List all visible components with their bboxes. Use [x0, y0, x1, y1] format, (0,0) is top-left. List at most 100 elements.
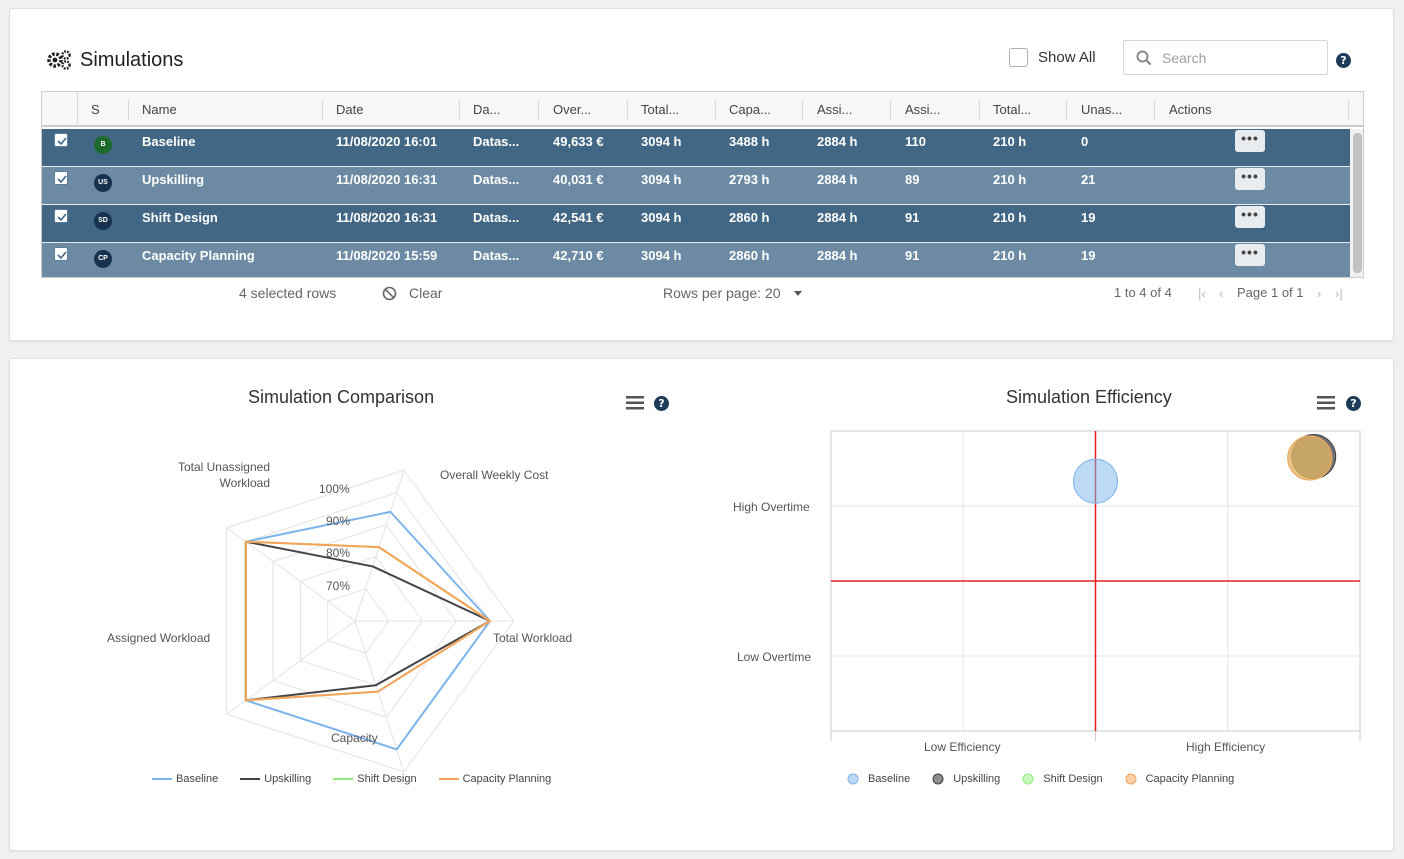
- radar-axis-line: [226, 620, 356, 715]
- bubble-x-label: High Efficiency: [1186, 740, 1266, 754]
- radar-legend: Baseline Upskilling Shift Design Capacit…: [152, 773, 573, 785]
- cell-overall: 40,031 €: [553, 172, 604, 187]
- legend-item-shift-design[interactable]: Shift Design: [333, 773, 417, 785]
- show-all-checkbox[interactable]: [1009, 48, 1028, 67]
- avatar: B: [94, 136, 112, 154]
- column-header[interactable]: Date: [336, 102, 364, 117]
- legend-circle-icon: [932, 773, 944, 785]
- table-row[interactable]: SD Shift Design 11/08/2020 16:31 Datas..…: [42, 205, 1350, 243]
- legend-item-shift-design[interactable]: Shift Design: [1022, 773, 1103, 785]
- radar-gridline: [327, 588, 390, 654]
- row-actions-button[interactable]: •••: [1235, 244, 1265, 266]
- row-actions-button[interactable]: •••: [1235, 206, 1265, 228]
- radar-axis-line: [354, 620, 405, 773]
- cell-date: 11/08/2020 15:59: [336, 248, 438, 263]
- scrollbar-thumb[interactable]: [1353, 133, 1362, 273]
- radar-axis-label: Total Workload: [493, 631, 573, 645]
- column-header[interactable]: Assi...: [817, 102, 853, 117]
- table-row[interactable]: B Baseline 11/08/2020 16:01 Datas... 49,…: [42, 129, 1350, 167]
- cell-overall: 42,541 €: [553, 210, 604, 225]
- search-box[interactable]: [1123, 40, 1328, 75]
- cell-unassigned: 19: [1081, 248, 1096, 263]
- last-page-icon[interactable]: ›|: [1335, 286, 1343, 301]
- page-range: 1 to 4 of 4: [1114, 285, 1172, 300]
- column-header[interactable]: Over...: [553, 102, 592, 117]
- row-checkbox[interactable]: [54, 209, 68, 223]
- clear-icon: [382, 286, 397, 300]
- avatar: US: [94, 174, 112, 192]
- cell-name: Baseline: [142, 134, 196, 149]
- table-row[interactable]: CP Capacity Planning 11/08/2020 15:59 Da…: [42, 243, 1350, 277]
- legend-item-baseline[interactable]: Baseline: [152, 773, 218, 785]
- column-header[interactable]: Assi...: [905, 102, 941, 117]
- cell-assigned-2: 91: [905, 210, 920, 225]
- row-actions-button[interactable]: •••: [1235, 130, 1265, 152]
- row-checkbox[interactable]: [54, 171, 68, 185]
- row-checkbox[interactable]: [54, 133, 68, 147]
- cell-total: 3094 h: [641, 248, 682, 263]
- search-input[interactable]: [1162, 49, 1312, 66]
- row-actions-button[interactable]: •••: [1235, 168, 1265, 190]
- cell-dataset: Datas...: [473, 134, 520, 149]
- legend-circle-icon: [1125, 773, 1137, 785]
- legend-line-icon: [438, 778, 459, 780]
- column-header[interactable]: Name: [142, 102, 177, 117]
- cell-assigned: 2884 h: [817, 248, 858, 263]
- simulations-table: S Name Date Da... Over... Total... Capa.…: [41, 91, 1364, 278]
- legend-item-upskilling[interactable]: Upskilling: [932, 773, 1000, 785]
- radar-axis-label: Assigned Workload: [107, 631, 211, 645]
- cell-assigned: 2884 h: [817, 172, 858, 187]
- next-page-icon[interactable]: ›: [1317, 286, 1322, 301]
- column-header[interactable]: Da...: [473, 102, 501, 117]
- header-select-cell[interactable]: [42, 92, 78, 127]
- radar-tick-label: 70%: [326, 579, 351, 593]
- legend-item-capacity-planning[interactable]: Capacity Planning: [1125, 773, 1234, 785]
- cell-dataset: Datas...: [473, 248, 520, 263]
- radar-axis-label: Overall Weekly Cost: [440, 468, 549, 482]
- avatar: SD: [94, 212, 112, 230]
- show-all-toggle[interactable]: Show All: [1009, 48, 1096, 67]
- first-page-icon[interactable]: |‹: [1198, 286, 1206, 301]
- radar-tick-label: 100%: [319, 482, 350, 496]
- column-header[interactable]: S: [91, 102, 100, 117]
- hamburger-menu-icon[interactable]: [625, 395, 645, 411]
- bubble-chart: [830, 430, 1361, 741]
- cell-unassigned: 0: [1081, 134, 1089, 149]
- column-header[interactable]: Unas...: [1081, 102, 1123, 117]
- column-header[interactable]: Total...: [993, 102, 1032, 117]
- table-row[interactable]: US Upskilling 11/08/2020 16:31 Datas... …: [42, 167, 1350, 205]
- radar-tick-label: 80%: [326, 546, 351, 560]
- row-checkbox[interactable]: [54, 247, 68, 261]
- cell-capacity: 2860 h: [729, 210, 770, 225]
- table-scrollbar[interactable]: [1350, 129, 1363, 277]
- legend-line-icon: [240, 778, 261, 780]
- cell-dataset: Datas...: [473, 210, 520, 225]
- column-header[interactable]: Actions: [1169, 102, 1212, 117]
- panel-header: Simulations: [46, 45, 183, 75]
- legend-item-baseline[interactable]: Baseline: [847, 773, 910, 785]
- help-icon[interactable]: ?: [1346, 396, 1361, 411]
- column-header[interactable]: Total...: [641, 102, 680, 117]
- hamburger-menu-icon[interactable]: [1316, 395, 1336, 411]
- bubble-legend: Baseline Upskilling Shift Design Capacit…: [847, 773, 1256, 785]
- legend-circle-icon: [1022, 773, 1034, 785]
- cell-name: Capacity Planning: [142, 248, 255, 263]
- legend-circle-icon: [847, 773, 859, 785]
- cell-dataset: Datas...: [473, 172, 520, 187]
- cell-name: Shift Design: [142, 210, 218, 225]
- cell-assigned: 2884 h: [817, 210, 858, 225]
- cell-assigned-2: 110: [905, 134, 926, 149]
- help-icon[interactable]: ?: [654, 396, 669, 411]
- radar-axis-line: [226, 527, 356, 622]
- cell-overall: 42,710 €: [553, 248, 604, 263]
- cell-total: 3094 h: [641, 210, 682, 225]
- rows-per-page-select[interactable]: Rows per page: 20: [663, 285, 803, 301]
- legend-item-capacity-planning[interactable]: Capacity Planning: [438, 773, 551, 785]
- legend-item-upskilling[interactable]: Upskilling: [240, 773, 311, 785]
- help-icon[interactable]: ?: [1336, 53, 1351, 68]
- legend-line-icon: [152, 778, 172, 780]
- prev-page-icon[interactable]: ‹: [1219, 286, 1224, 301]
- column-header[interactable]: Capa...: [729, 102, 771, 117]
- clear-button[interactable]: Clear: [382, 285, 442, 301]
- radar-axis-label: Total Unassigned: [177, 460, 270, 474]
